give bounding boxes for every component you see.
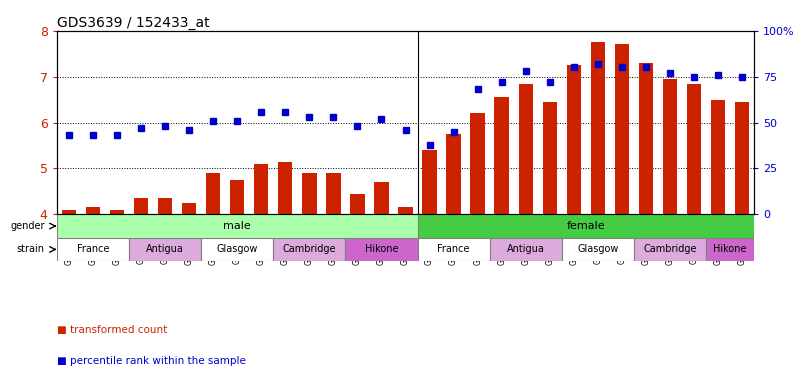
Bar bbox=[495, 97, 509, 214]
Bar bbox=[158, 198, 172, 214]
Bar bbox=[470, 113, 485, 214]
Bar bbox=[590, 42, 605, 214]
Bar bbox=[129, 238, 201, 261]
Bar bbox=[230, 180, 244, 214]
Bar bbox=[278, 162, 293, 214]
Bar bbox=[423, 150, 437, 214]
Bar bbox=[706, 238, 754, 261]
Text: gender: gender bbox=[11, 221, 45, 231]
Bar bbox=[86, 207, 100, 214]
Bar bbox=[562, 238, 634, 261]
Text: Cambridge: Cambridge bbox=[643, 245, 697, 255]
Text: Cambridge: Cambridge bbox=[282, 245, 336, 255]
Bar bbox=[374, 182, 388, 214]
Bar bbox=[350, 194, 365, 214]
Text: Antigua: Antigua bbox=[146, 245, 184, 255]
Bar bbox=[518, 84, 533, 214]
Bar bbox=[418, 238, 490, 261]
Bar bbox=[735, 102, 749, 214]
Bar bbox=[634, 238, 706, 261]
Text: GDS3639 / 152433_at: GDS3639 / 152433_at bbox=[57, 16, 209, 30]
Bar bbox=[326, 173, 341, 214]
Text: strain: strain bbox=[17, 245, 45, 255]
Bar bbox=[134, 198, 148, 214]
Bar bbox=[302, 173, 316, 214]
Bar bbox=[398, 207, 413, 214]
Text: female: female bbox=[567, 221, 605, 231]
Bar bbox=[615, 45, 629, 214]
Text: Antigua: Antigua bbox=[507, 245, 545, 255]
Bar bbox=[567, 65, 581, 214]
Bar bbox=[345, 238, 418, 261]
Bar bbox=[446, 134, 461, 214]
Bar bbox=[273, 238, 345, 261]
Text: Glasgow: Glasgow bbox=[577, 245, 619, 255]
Text: Hikone: Hikone bbox=[714, 245, 747, 255]
Bar bbox=[57, 214, 418, 238]
Text: ■ percentile rank within the sample: ■ percentile rank within the sample bbox=[57, 356, 246, 366]
Bar bbox=[663, 79, 677, 214]
Text: ■ transformed count: ■ transformed count bbox=[57, 325, 167, 335]
Bar bbox=[206, 173, 221, 214]
Text: France: France bbox=[76, 245, 109, 255]
Bar bbox=[418, 214, 754, 238]
Bar bbox=[254, 164, 268, 214]
Bar bbox=[57, 238, 129, 261]
Bar bbox=[182, 203, 196, 214]
Bar bbox=[62, 210, 76, 214]
Bar bbox=[201, 238, 273, 261]
Bar bbox=[109, 210, 124, 214]
Text: male: male bbox=[223, 221, 251, 231]
Bar bbox=[687, 84, 702, 214]
Text: France: France bbox=[437, 245, 470, 255]
Bar bbox=[543, 102, 557, 214]
Text: Hikone: Hikone bbox=[365, 245, 398, 255]
Bar bbox=[490, 238, 562, 261]
Bar bbox=[711, 99, 725, 214]
Text: Glasgow: Glasgow bbox=[217, 245, 258, 255]
Bar bbox=[639, 63, 653, 214]
